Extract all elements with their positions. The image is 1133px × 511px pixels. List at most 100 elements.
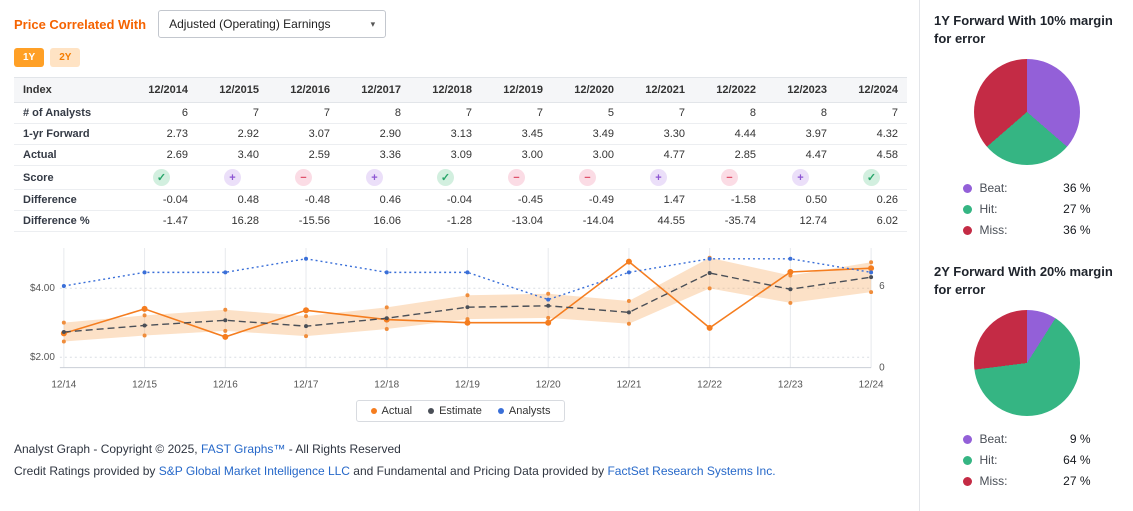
cell-analysts: 8 xyxy=(339,102,410,124)
score-minus-icon: − xyxy=(579,169,596,186)
cell-actual: 3.36 xyxy=(339,144,410,166)
analyst-chart-container: $4.00 $2.00 6 0 12/14 12/15 12/16 12/17 12/18 12/… xyxy=(14,242,907,396)
legend-label: Miss: xyxy=(979,223,1008,238)
svg-text:12/16: 12/16 xyxy=(213,380,238,391)
cell-difference_pct: -13.04 xyxy=(481,210,552,232)
year-header: 12/2024 xyxy=(836,77,907,103)
row-label: Score xyxy=(14,165,126,190)
svg-text:12/17: 12/17 xyxy=(294,380,319,391)
cell-difference: 0.50 xyxy=(765,189,836,211)
cell-difference: -1.58 xyxy=(694,189,765,211)
pie-chart xyxy=(973,310,1080,417)
toggle-2y-button[interactable]: 2Y xyxy=(50,48,81,67)
cell-actual: 4.58 xyxy=(836,144,907,166)
svg-text:12/19: 12/19 xyxy=(455,380,480,391)
svg-text:0: 0 xyxy=(879,363,885,374)
panel-title: 2Y Forward With 20% margin for error xyxy=(934,264,1113,297)
row-label: # of Analysts xyxy=(14,102,126,124)
score-cell: ✓ xyxy=(126,165,197,190)
cell-analysts: 7 xyxy=(197,102,268,124)
cell-forward: 3.97 xyxy=(765,123,836,145)
panel-title: 1Y Forward With 10% margin for error xyxy=(934,13,1113,46)
score-plus-icon: + xyxy=(650,169,667,186)
cell-forward: 4.44 xyxy=(694,123,765,145)
cell-difference: -0.49 xyxy=(552,189,623,211)
pie-legend: Beat: 36 % Hit: 27 % Miss: 36 % xyxy=(962,181,1091,238)
analyst-line-chart: $4.00 $2.00 6 0 12/14 12/15 12/16 12/17 12/18 12/… xyxy=(30,247,885,391)
legend-item-actual[interactable]: Actual xyxy=(370,405,412,417)
chart-legend: Actual Estimate Analysts xyxy=(14,400,907,423)
score-check-icon: ✓ xyxy=(863,169,880,186)
score-check-icon: ✓ xyxy=(437,169,454,186)
pie-legend-row: Miss: 27 % xyxy=(962,474,1091,489)
cell-analysts: 8 xyxy=(765,102,836,124)
legend-item-estimate[interactable]: Estimate xyxy=(428,405,482,417)
pie-legend: Beat: 9 % Hit: 64 % Miss: 27 % xyxy=(962,432,1091,489)
legend-dot xyxy=(962,455,972,465)
legend-dot xyxy=(962,225,972,235)
table-row-actual: Actual 2.69 3.40 2.59 3.36 3.09 3.00 3.00 4.77 2.… xyxy=(14,144,907,166)
table-body: # of Analysts 6 7 7 8 7 7 5 7 8 8 7 1-yr Forward 2.73… xyxy=(14,102,907,232)
legend-dot xyxy=(962,183,972,193)
cell-difference: 1.47 xyxy=(623,189,694,211)
score-cell: + xyxy=(339,165,410,190)
credits-line: Credit Ratings provided by S&P Global Ma… xyxy=(14,464,907,478)
table-row-forward: 1-yr Forward 2.73 2.92 3.07 2.90 3.13 3.45 3.49… xyxy=(14,123,907,145)
pie-legend-row: Hit: 64 % xyxy=(962,453,1091,467)
legend-item-analysts[interactable]: Analysts xyxy=(497,405,550,417)
cell-forward: 2.92 xyxy=(197,123,268,145)
legend-label: Beat: xyxy=(979,432,1008,447)
footer: Analyst Graph - Copyright © 2025, FAST G… xyxy=(14,442,907,478)
dropdown-selected-value: Adjusted (Operating) Earnings xyxy=(169,17,331,31)
controls-row: Price Correlated With Adjusted (Operatin… xyxy=(14,10,907,38)
cell-difference_pct: -1.47 xyxy=(126,210,197,232)
cell-difference_pct: 16.06 xyxy=(339,210,410,232)
main-area: Price Correlated With Adjusted (Operatin… xyxy=(14,10,907,478)
row-label: 1-yr Forward xyxy=(14,123,126,145)
svg-text:12/21: 12/21 xyxy=(616,380,641,391)
cell-difference: -0.04 xyxy=(126,189,197,211)
legend-label: Miss: xyxy=(979,474,1008,489)
svg-text:12/20: 12/20 xyxy=(536,380,561,391)
pie-legend-row: Miss: 36 % xyxy=(962,223,1091,238)
legend-bullet xyxy=(497,408,504,415)
year-header: 12/2014 xyxy=(126,77,197,103)
cell-difference_pct: 12.74 xyxy=(765,210,836,232)
cell-forward: 4.32 xyxy=(836,123,907,145)
pie-legend-row: Beat: 9 % xyxy=(962,432,1091,447)
factset-link[interactable]: FactSet Research Systems Inc. xyxy=(607,464,776,479)
cell-forward: 3.49 xyxy=(552,123,623,145)
svg-text:12/24: 12/24 xyxy=(859,380,884,391)
price-correlated-label: Price Correlated With xyxy=(14,16,147,32)
score-minus-icon: − xyxy=(508,169,525,186)
cell-difference_pct: 44.55 xyxy=(623,210,694,232)
legend-value: 9 % xyxy=(1069,432,1091,447)
toggle-1y-button[interactable]: 1Y xyxy=(14,48,45,67)
legend-value: 27 % xyxy=(1063,202,1091,217)
legend-dot xyxy=(962,434,972,444)
cell-difference: 0.48 xyxy=(197,189,268,211)
cell-actual: 4.47 xyxy=(765,144,836,166)
row-label: Difference % xyxy=(14,210,126,232)
cell-forward: 3.07 xyxy=(268,123,339,145)
cell-actual: 2.69 xyxy=(126,144,197,166)
legend-dot xyxy=(962,204,972,214)
year-header: 12/2015 xyxy=(197,77,268,103)
svg-text:12/18: 12/18 xyxy=(374,380,399,391)
earnings-metric-dropdown[interactable]: Adjusted (Operating) Earnings ▾ xyxy=(158,10,387,38)
credit-text-2: and Fundamental and Pricing Data provide… xyxy=(349,464,608,479)
cell-analysts: 7 xyxy=(268,102,339,124)
svg-text:6: 6 xyxy=(879,281,885,292)
legend-label: Estimate xyxy=(439,405,482,418)
sp-global-link[interactable]: S&P Global Market Intelligence LLC xyxy=(158,464,350,479)
legend-bullet xyxy=(428,408,435,415)
score-plus-icon: + xyxy=(224,169,241,186)
cell-analysts: 7 xyxy=(481,102,552,124)
cell-difference_pct: -35.74 xyxy=(694,210,765,232)
fast-graphs-link[interactable]: FAST Graphs™ xyxy=(200,442,286,457)
score-check-icon: ✓ xyxy=(153,169,170,186)
cell-difference_pct: -14.04 xyxy=(552,210,623,232)
table-row-difference: Difference -0.04 0.48 -0.48 0.46 -0.04 -0.45 -0… xyxy=(14,189,907,211)
cell-difference: 0.46 xyxy=(339,189,410,211)
chevron-down-icon: ▾ xyxy=(370,18,376,29)
